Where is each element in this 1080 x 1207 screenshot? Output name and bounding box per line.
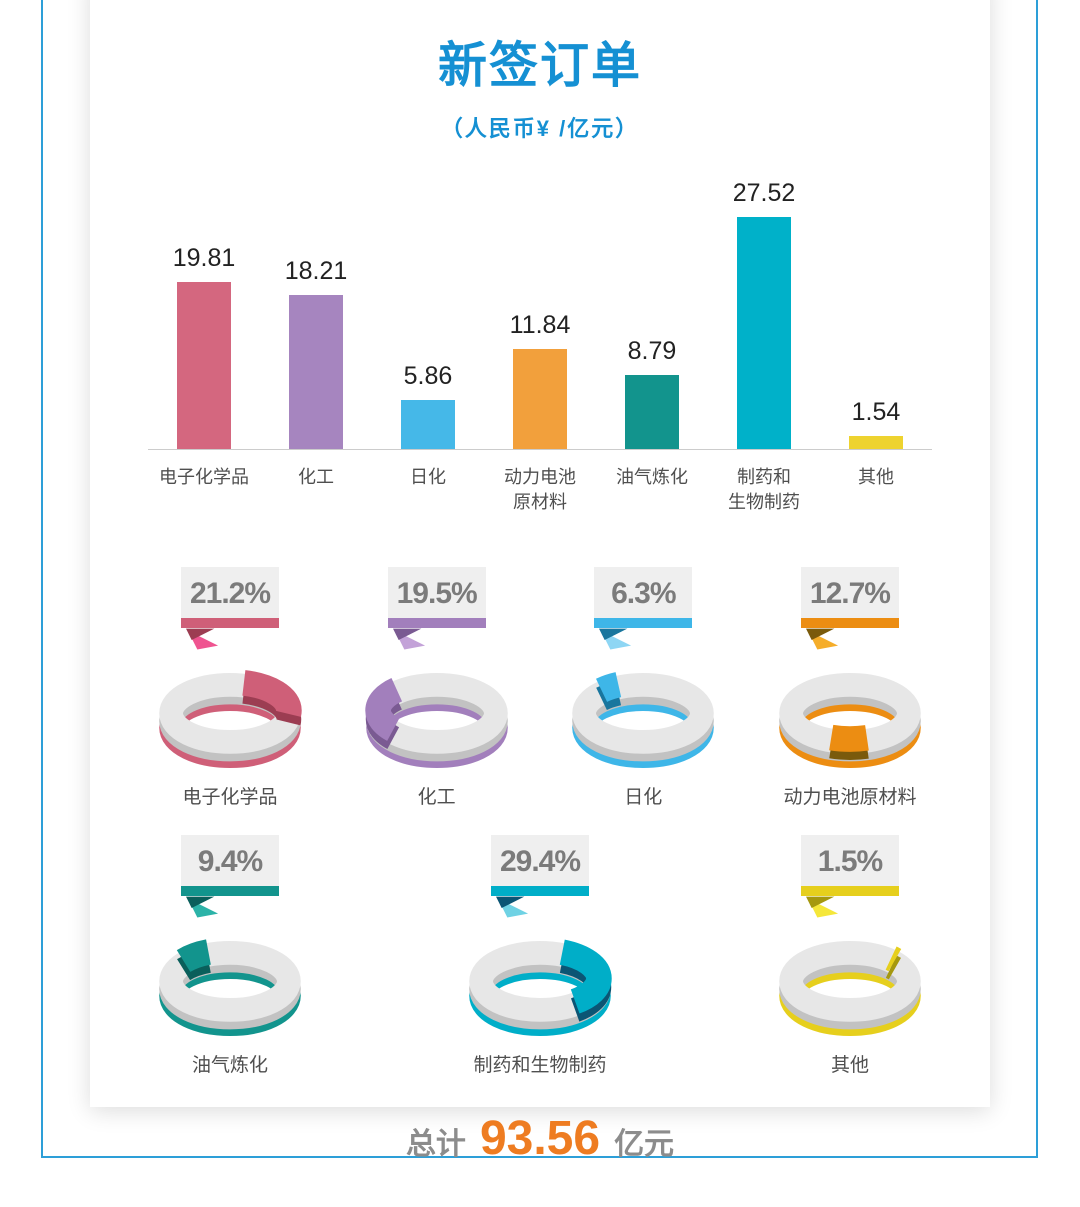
bar-category-label: 动力电池 原材料 [504, 467, 576, 513]
bar [737, 217, 791, 449]
percent-callout: 6.3% [594, 567, 693, 652]
ribbon-fold-icon [392, 629, 425, 650]
callout-strip [181, 886, 279, 897]
donut-cell: 1.5% 其他 [750, 835, 950, 1077]
bar [513, 349, 567, 449]
blue-frame-border [41, 0, 1038, 1158]
donut-cell: 6.3% 日化 [543, 567, 743, 809]
bar-value-label: 19.81 [172, 244, 236, 272]
total-unit: 亿元 [614, 1128, 675, 1162]
percent-callout-box: 12.7% [800, 567, 899, 629]
percent-callout: 9.4% [181, 835, 279, 920]
page-subtitle: （人民币¥ /亿元） [440, 116, 640, 141]
bar-category-label: 电子化学品 [159, 467, 249, 487]
total-label: 总计 [405, 1128, 466, 1162]
ribbon-fold-icon [806, 897, 839, 918]
donut-label: 制药和生物制药 [473, 1055, 607, 1077]
callout-strip [800, 618, 899, 629]
donut-chart [778, 937, 922, 1037]
content-card: 新签订单 （人民币¥ /亿元） 19.81 18.21 5.86 11.84 8.79 2… [90, 0, 990, 1165]
percent-callout: 21.2% [181, 567, 279, 652]
donut-chart [571, 669, 716, 769]
ribbon-fold-icon [599, 629, 632, 650]
bar-category-label: 制药和 生物制药 [728, 467, 800, 513]
donut-cell: 12.7% 动力电池原材料 [750, 567, 950, 809]
donut-label: 其他 [830, 1055, 869, 1077]
donut-label: 日化 [624, 787, 663, 809]
percent-callout: 12.7% [800, 567, 899, 652]
total-value: 93.56 [479, 1112, 601, 1166]
bar-column: 19.81 [148, 169, 260, 449]
bar-chart-category-axis: 电子化学品 化工 日化 动力电池 原材料 油气炼化 制药和 生物制药 其他 [148, 450, 932, 515]
percent-callout-box: 19.5% [387, 567, 486, 629]
bar-chart: 19.81 18.21 5.86 11.84 8.79 27.52 1.54 电子化学品 化工… [148, 169, 932, 515]
percent-callout: 1.5% [801, 835, 899, 920]
percent-label: 1.5% [817, 845, 883, 879]
donut-cell: 29.4% 制药和生物制药 [440, 835, 640, 1077]
ribbon-fold-icon [496, 897, 529, 918]
bar [625, 375, 679, 449]
bar-category-label: 油气炼化 [616, 467, 688, 487]
percent-label: 19.5% [396, 577, 478, 611]
bar-chart-plot: 19.81 18.21 5.86 11.84 8.79 27.52 1.54 [148, 169, 932, 450]
callout-strip [387, 618, 486, 629]
bar-column: 27.52 [708, 169, 820, 449]
bar-value-label: 8.79 [627, 337, 677, 365]
percent-label: 29.4% [499, 845, 581, 879]
bar-column: 5.86 [372, 169, 484, 449]
donut-label: 油气炼化 [191, 1055, 268, 1077]
percent-label: 12.7% [809, 577, 891, 611]
bar-category-label: 日化 [410, 467, 446, 487]
donut-chart [364, 669, 509, 769]
percent-label: 6.3% [611, 577, 676, 611]
bar-column: 18.21 [260, 169, 372, 449]
bar [289, 295, 343, 449]
percent-callout-box: 1.5% [801, 835, 899, 897]
donut-cell: 9.4% 油气炼化 [130, 835, 330, 1077]
bar-category-label: 化工 [298, 467, 334, 487]
callout-strip [181, 618, 279, 629]
donut-label: 动力电池原材料 [783, 787, 917, 809]
percent-callout-box: 29.4% [491, 835, 589, 897]
bar-value-label: 5.86 [403, 362, 453, 390]
bar-value-label: 1.54 [851, 398, 901, 426]
donut-chart [158, 669, 302, 769]
bar-column: 11.84 [484, 169, 596, 449]
percent-callout-box: 6.3% [594, 567, 693, 629]
donut-label: 电子化学品 [182, 787, 278, 809]
percent-label: 21.2% [189, 577, 271, 611]
bar-value-label: 27.52 [732, 179, 796, 207]
donut-label: 化工 [417, 787, 456, 809]
bar [849, 436, 903, 449]
donut-chart [158, 937, 302, 1037]
callout-strip [594, 618, 693, 629]
donut-cell: 19.5% 化工 [337, 567, 537, 809]
donut-cell: 21.2% 电子化学品 [130, 567, 330, 809]
callout-strip [801, 886, 899, 897]
callout-strip [491, 886, 589, 897]
percent-label: 9.4% [197, 845, 263, 879]
page-title: 新签订单 [437, 39, 642, 93]
bar [401, 400, 455, 449]
percent-callout: 29.4% [491, 835, 589, 920]
ribbon-fold-icon [186, 897, 219, 918]
donut-grid-row-1: 21.2% 电子化学品 19.5% 化工 6.3% 日化 12.7% 动力电池原材料 [130, 567, 950, 809]
percent-callout: 19.5% [387, 567, 486, 652]
ribbon-fold-icon [805, 629, 839, 650]
percent-callout-box: 21.2% [181, 567, 279, 629]
percent-callout-box: 9.4% [181, 835, 279, 897]
total-row: 总计 93.56 亿元 [90, 1111, 990, 1166]
bar-category-label: 其他 [858, 467, 894, 487]
bar-column: 1.54 [820, 169, 932, 449]
bar [177, 282, 231, 449]
bar-value-label: 18.21 [284, 257, 348, 285]
donut-chart [468, 937, 612, 1037]
ribbon-fold-icon [186, 629, 219, 650]
donut-chart [778, 669, 922, 769]
bar-column: 8.79 [596, 169, 708, 449]
bar-value-label: 11.84 [509, 311, 571, 339]
donut-grid-row-2: 9.4% 油气炼化 29.4% 制药和生物制药 1.5% 其他 [130, 835, 950, 1077]
